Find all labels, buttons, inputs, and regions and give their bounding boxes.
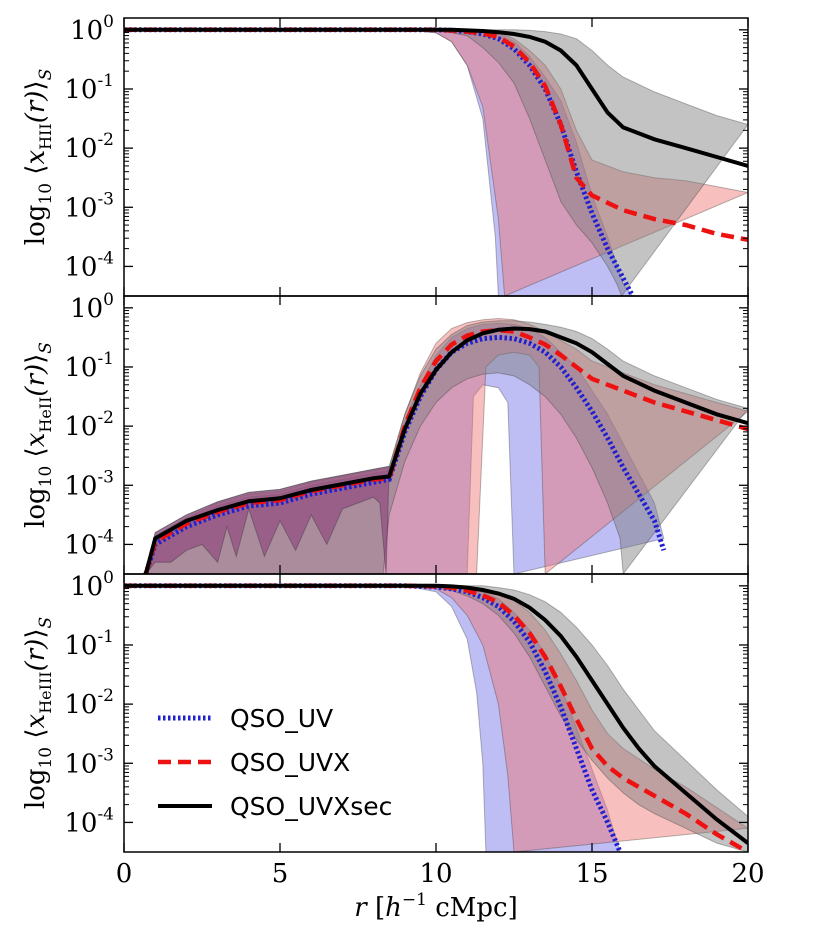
- x-tick-label: 10: [419, 859, 452, 889]
- x-tick-label: 15: [575, 859, 608, 889]
- y-tick-label: 10-2: [64, 408, 114, 442]
- legend-label-QSO_UV: QSO_UV: [230, 704, 333, 733]
- y-tick-label: 10-1: [64, 349, 114, 383]
- x-tick-label: 5: [272, 859, 289, 889]
- y-tick-label: 100: [70, 568, 114, 602]
- x-tick-label: 0: [116, 859, 133, 889]
- y-tick-label: 10-3: [64, 467, 114, 501]
- y-tick-label: 10-2: [64, 686, 114, 720]
- legend: QSO_UV QSO_UVX QSO_UVXsec: [158, 704, 392, 821]
- y-tick-label: 10-4: [64, 804, 114, 838]
- legend-label-QSO_UVX: QSO_UVX: [230, 748, 350, 777]
- y-axis-label: log10 ⟨xHII(r)⟩S: [21, 69, 56, 245]
- y-axis-label: log10 ⟨xHeII(r)⟩S: [21, 342, 56, 528]
- band-QSO_UVXsec: [124, 29, 748, 296]
- y-tick-label: 10-2: [64, 130, 114, 164]
- y-tick-label: 10-4: [64, 248, 114, 282]
- y-tick-label: 100: [70, 290, 114, 324]
- x-axis-label: r [h−1 cMpc]: [354, 890, 517, 923]
- line-QSO_UVXsec: [143, 326, 748, 574]
- legend-label-QSO_UVXsec: QSO_UVXsec: [230, 792, 392, 821]
- y-tick-label: 100: [70, 12, 114, 46]
- line-QSO_UVXsec: [124, 27, 748, 168]
- x-tick-label: 20: [731, 859, 764, 889]
- y-tick-label: 10-1: [64, 71, 114, 105]
- band-low-r-envelope: [145, 465, 390, 574]
- y-axis-label: log10 ⟨xHeIII(r)⟩S: [21, 617, 56, 809]
- y-tick-label: 10-4: [64, 526, 114, 560]
- y-tick-label: 10-3: [64, 189, 114, 223]
- line-QSO_UVXsec: [124, 583, 748, 845]
- y-tick-label: 10-1: [64, 627, 114, 661]
- y-tick-label: 10-3: [64, 745, 114, 779]
- band-QSO_UVXsec: [124, 585, 748, 852]
